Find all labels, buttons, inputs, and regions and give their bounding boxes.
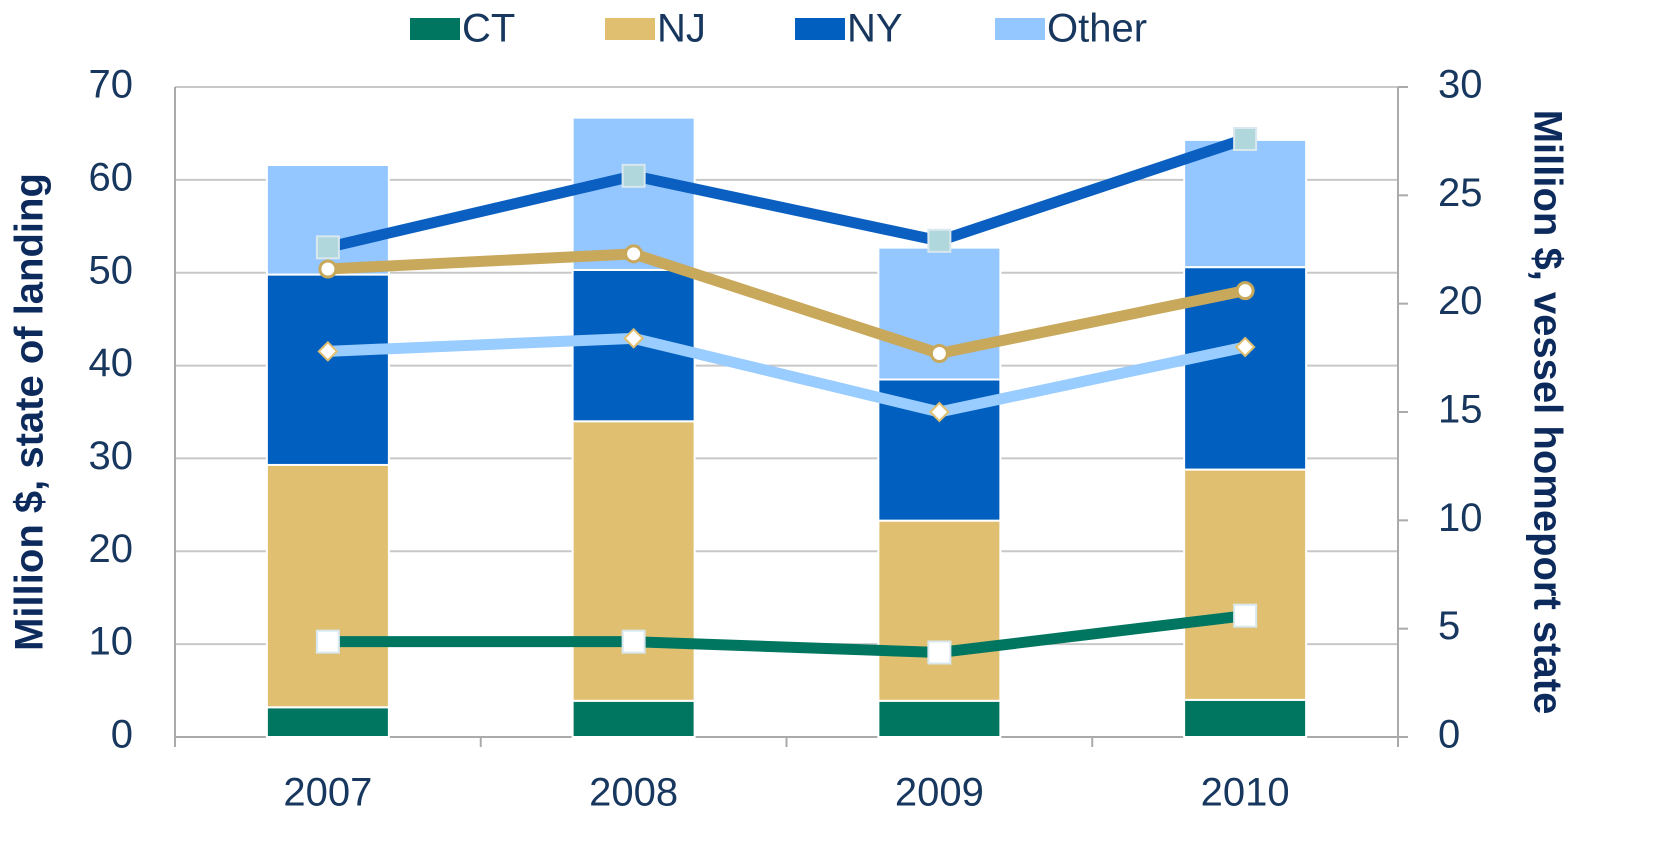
line-marker — [317, 340, 339, 362]
line-marker — [318, 259, 338, 279]
y2-tick-label: 5 — [1438, 604, 1460, 648]
bar-segment — [571, 420, 696, 702]
bar-segment — [877, 519, 1002, 702]
x-tick-label: 2008 — [589, 771, 678, 815]
line-marker — [1234, 336, 1256, 358]
line-marker — [928, 401, 950, 423]
y-tick-label: 30 — [89, 434, 134, 478]
legend-swatch — [995, 18, 1045, 40]
legend-swatch — [795, 18, 845, 40]
y-tick-label: 40 — [89, 341, 134, 385]
line-marker — [623, 327, 645, 349]
bar-segment — [1183, 468, 1308, 701]
bar-segment — [571, 699, 696, 738]
y2-axis-title: Million $, vessel homeport state — [1525, 110, 1569, 715]
line-marker — [1233, 127, 1258, 151]
legend-label: CT — [462, 7, 515, 51]
line-marker — [624, 244, 644, 264]
y-tick-label: 60 — [89, 155, 134, 199]
y2-tick-label: 20 — [1438, 279, 1483, 323]
line-series — [327, 610, 1246, 658]
line-series — [326, 133, 1247, 253]
line-marker — [315, 629, 340, 654]
y-axis-title: Million $, state of landing — [8, 173, 52, 651]
legend-swatch — [410, 18, 460, 40]
y2-tick-label: 10 — [1438, 496, 1483, 540]
legend-label: Other — [1047, 7, 1147, 51]
bar-segment — [877, 699, 1002, 738]
bar-segment — [265, 463, 390, 709]
line-marker — [929, 344, 949, 363]
bar-segment — [1183, 138, 1308, 269]
y2-tick-label: 0 — [1438, 713, 1460, 757]
line-marker — [621, 163, 646, 188]
y-tick-label: 70 — [89, 63, 134, 107]
line-marker — [927, 640, 952, 665]
bar-segment — [265, 273, 390, 466]
y2-tick-label: 30 — [1438, 63, 1483, 107]
legend-label: NY — [847, 7, 903, 51]
line-marker — [621, 629, 646, 654]
line-marker — [1233, 603, 1258, 628]
y-tick-label: 50 — [89, 248, 134, 292]
y-tick-label: 0 — [111, 713, 133, 757]
legend-swatch — [605, 18, 655, 40]
legend-label: NJ — [657, 7, 706, 51]
line-marker — [315, 235, 340, 260]
y2-tick-label: 25 — [1438, 171, 1483, 215]
line-marker — [1235, 281, 1255, 301]
x-tick-label: 2010 — [1201, 771, 1290, 815]
bar-segment — [1183, 698, 1308, 738]
bar-segment — [265, 706, 390, 738]
line-marker — [927, 228, 952, 253]
y-tick-label: 20 — [89, 527, 134, 571]
x-tick-label: 2009 — [895, 771, 984, 815]
line-series — [327, 248, 1247, 359]
x-tick-label: 2007 — [283, 771, 372, 815]
y-tick-label: 10 — [89, 620, 134, 664]
y2-tick-label: 15 — [1438, 388, 1483, 432]
line-series — [327, 332, 1247, 418]
